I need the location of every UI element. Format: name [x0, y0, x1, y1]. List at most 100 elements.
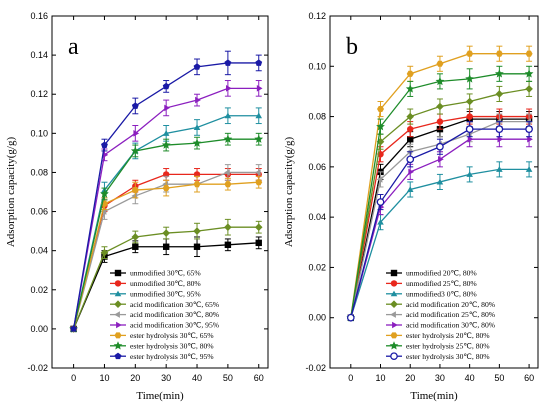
y-tick-label: 0.12 — [308, 11, 326, 21]
legend-label: acid modification 30℃, 65% — [130, 300, 220, 309]
data-point — [132, 243, 139, 250]
data-point — [406, 70, 414, 77]
legend-item: unmodified 20℃, 80% — [386, 269, 477, 278]
data-point — [223, 134, 233, 143]
data-point — [162, 130, 170, 136]
data-point — [195, 96, 201, 104]
x-tick-label: 0 — [71, 373, 76, 383]
legend-item: acid modification 30℃, 65% — [110, 300, 220, 309]
panel-a: -0.02 0.00 0.02 0.04 0.06 0.08 0.10 0.12 0.14 0.1… — [5, 11, 269, 402]
data-point — [466, 113, 473, 120]
legend-swatch-marker — [390, 352, 398, 361]
data-point — [224, 181, 232, 188]
data-point — [131, 187, 139, 194]
y-axis-title: Adsorption capacity(g/g) — [5, 137, 17, 248]
x-axis: 0 10 20 30 40 50 60 — [71, 16, 264, 383]
data-point — [130, 146, 140, 155]
x-tick-label: 60 — [254, 373, 264, 383]
series-9 — [346, 121, 533, 322]
series-7 — [347, 45, 533, 321]
legend-label: ester hydrolysis 20℃, 80% — [406, 331, 490, 340]
data-point — [436, 60, 444, 67]
data-point — [465, 74, 475, 83]
legend-swatch-marker — [114, 300, 122, 308]
data-point — [376, 137, 385, 146]
legend-item: ester hydrolysis 30℃, 80% — [386, 352, 490, 361]
legend-item: ester hydrolysis 30℃, 65% — [110, 331, 214, 340]
x-tick-label: 30 — [435, 373, 445, 383]
data-point — [70, 325, 78, 332]
data-point — [255, 239, 262, 247]
legend-swatch-marker — [114, 269, 122, 277]
legend-item: acid modification 30℃, 80% — [110, 310, 220, 319]
data-point — [162, 229, 170, 237]
data-point — [133, 130, 140, 137]
legend-label: acid modification 25℃, 80% — [406, 310, 496, 319]
legend-label: acid modification 30℃, 95% — [130, 321, 220, 330]
y-tick-label: 0.00 — [30, 324, 48, 334]
data-point — [406, 155, 415, 164]
x-tick-label: 60 — [524, 373, 534, 383]
data-point — [255, 112, 263, 119]
data-point — [467, 135, 474, 143]
data-point — [224, 59, 232, 66]
legend-swatch-marker — [114, 332, 122, 339]
legend-swatch-marker — [114, 352, 122, 360]
x-tick-label: 50 — [223, 373, 233, 383]
y-tick-label: 0.14 — [30, 50, 48, 60]
y-tick-label: 0.10 — [308, 61, 326, 71]
data-point — [527, 135, 533, 143]
data-point — [100, 189, 109, 198]
data-point — [193, 227, 201, 235]
legend-label: unmodified 30℃, 65% — [130, 269, 201, 278]
data-point — [254, 134, 264, 143]
y-axis: -0.02 0.00 0.02 0.04 0.06 0.08 0.10 0.12 — [305, 11, 538, 373]
data-point — [254, 223, 263, 231]
data-point — [255, 59, 263, 66]
x-tick-label: 40 — [192, 373, 202, 383]
x-tick-label: 20 — [405, 373, 415, 383]
data-point — [495, 90, 504, 98]
panel-label: a — [68, 34, 79, 60]
data-point — [224, 169, 230, 176]
y-tick-label: 0.08 — [308, 112, 326, 122]
legend: unmodified 30℃, 65%unmodified 30℃, 80%un… — [110, 269, 220, 361]
data-point — [525, 166, 533, 172]
data-point — [438, 156, 444, 163]
legend-label: ester hydrolysis 30℃, 80% — [406, 352, 490, 361]
legend-item: acid modification 25℃, 80% — [386, 310, 496, 319]
data-point — [407, 125, 414, 133]
data-point — [408, 168, 415, 176]
data-point — [376, 198, 385, 206]
y-tick-label: 0.16 — [30, 11, 48, 21]
y-tick-label: 0.02 — [30, 285, 48, 295]
data-point — [495, 125, 504, 133]
data-point — [524, 69, 534, 78]
legend-item: unmodified3 0℃, 80% — [386, 289, 477, 298]
legend-label: unmodified 30℃, 95% — [130, 289, 201, 298]
data-point — [193, 181, 201, 188]
data-point — [465, 97, 474, 106]
legend-swatch-marker — [390, 332, 398, 339]
legend-item: acid modification 20℃, 80% — [386, 300, 496, 309]
legend-label: unmodified 20℃, 80% — [406, 269, 477, 278]
x-tick-label: 50 — [494, 373, 504, 383]
legend-item: acid modification 30℃, 95% — [110, 321, 220, 330]
legend-swatch-marker — [114, 290, 122, 297]
data-point — [162, 82, 170, 90]
y-tick-label: 0.02 — [308, 262, 326, 272]
data-point — [161, 140, 171, 149]
x-axis: 0 10 20 30 40 50 60 — [348, 16, 534, 383]
data-point — [436, 118, 444, 125]
x-tick-label: 20 — [130, 373, 140, 383]
legend-item: unmodified 30℃, 95% — [110, 289, 201, 298]
data-point — [466, 171, 473, 177]
legend-swatch-marker — [392, 321, 398, 329]
legend-label: acid modification 30℃, 80% — [406, 321, 496, 330]
legend-item: unmodified 25℃, 80% — [386, 279, 477, 288]
panel-b: -0.02 0.00 0.02 0.04 0.06 0.08 0.10 0.12 0 10 20 30… — [283, 11, 539, 402]
legend-label: acid modification 20℃, 80% — [406, 300, 496, 309]
data-point — [224, 223, 232, 231]
series-6 — [71, 80, 263, 333]
data-point — [377, 106, 385, 113]
